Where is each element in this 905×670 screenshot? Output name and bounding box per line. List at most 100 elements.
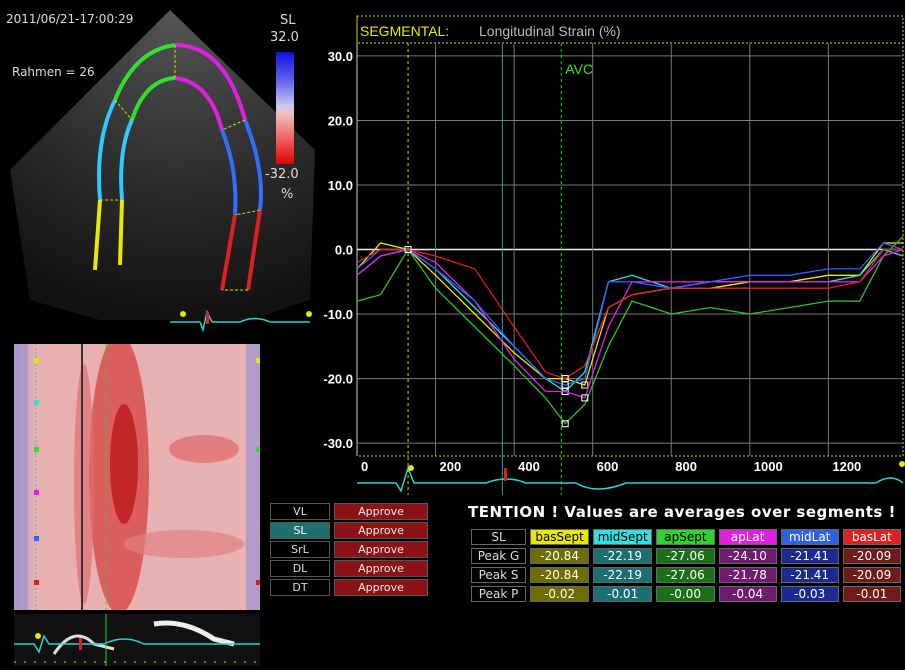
- series-line-basLat: [356, 248, 903, 380]
- attention-message: TENTION ! Values are averages over segme…: [468, 503, 896, 521]
- peak-marker-basLat[interactable]: [561, 375, 569, 383]
- ecg-trace: [357, 465, 904, 493]
- approve-button[interactable]: Approve: [334, 522, 428, 539]
- x-tick-label: 1000: [754, 459, 783, 474]
- table-cell: -0.04: [718, 586, 777, 602]
- x-tick-label: 600: [597, 459, 619, 474]
- avc-label: AVC: [565, 61, 593, 77]
- series-line-apSept: [356, 236, 904, 425]
- plot-title: Longitudinal Strain (%): [479, 23, 621, 39]
- tag-row-dt: DT Approve: [270, 579, 430, 596]
- column-header: midLat: [780, 529, 839, 545]
- series-line-midLat: [356, 242, 904, 386]
- scale-unit: %: [281, 187, 294, 202]
- column-header: midSept: [593, 529, 653, 545]
- scale-label: SL: [280, 13, 296, 28]
- approve-button[interactable]: Approve: [334, 503, 428, 520]
- tag-label[interactable]: DT: [270, 579, 330, 596]
- table-cell: -20.09: [842, 548, 901, 564]
- table-cell: -22.19: [593, 548, 653, 564]
- approve-button[interactable]: Approve: [334, 579, 428, 596]
- tag-label[interactable]: SL: [270, 522, 330, 539]
- table-cell: -21.41: [780, 567, 839, 583]
- column-header: apLat: [718, 529, 777, 545]
- table-cell: -0.02: [530, 586, 590, 602]
- segmental-strain-plot[interactable]: SEGMENTAL: Longitudinal Strain (%) AVC 3…: [316, 13, 905, 503]
- tag-label[interactable]: SrL: [270, 541, 330, 558]
- strain-chart: SEGMENTAL: Longitudinal Strain (%) AVC 3…: [323, 15, 905, 503]
- table-cell: -0.01: [842, 586, 901, 602]
- peak-marker-apSept[interactable]: [561, 420, 569, 428]
- start-point-marker[interactable]: [404, 246, 412, 253]
- x-tick-label: 400: [518, 459, 540, 474]
- x-tick-label: 1200: [832, 459, 861, 474]
- table-cell: -27.06: [656, 567, 715, 583]
- peak-values-table: SL basSept midSept apSept apLat midLat b…: [467, 526, 905, 605]
- ecg-marker[interactable]: [899, 461, 905, 467]
- plot-title-prefix: SEGMENTAL:: [360, 23, 449, 39]
- tag-row-dl: DL Approve: [270, 560, 430, 577]
- table-cell: -20.84: [530, 567, 590, 583]
- table-cell: -24.10: [718, 548, 777, 564]
- segment-apSept: [113, 43, 176, 101]
- approve-button[interactable]: Approve: [334, 541, 428, 558]
- table-header-row: SL basSept midSept apSept apLat midLat b…: [471, 529, 901, 545]
- y-tick-label: 0.0: [335, 243, 353, 258]
- segment-basLat: [246, 209, 262, 291]
- y-tick-label: -30.0: [323, 436, 353, 451]
- table-cell: -20.09: [842, 567, 901, 583]
- x-tick-label: 0: [361, 459, 368, 474]
- row-label: Peak P: [471, 586, 527, 602]
- acquisition-timestamp: 2011/06/21-17:00:29: [6, 12, 134, 26]
- peak-marker-apLat[interactable]: [581, 394, 589, 402]
- x-tick-label: 200: [440, 459, 462, 474]
- series-line-apLat: [356, 248, 904, 399]
- table-row: Peak S -20.84 -22.19 -27.06 -21.78 -21.4…: [471, 567, 901, 583]
- frame-number: Rahmen = 26: [12, 65, 95, 79]
- color-scale-bar: [276, 52, 294, 164]
- tag-row-sl: SL Approve: [270, 522, 430, 539]
- x-tick-label: 800: [675, 459, 697, 474]
- scale-min: -32.0: [265, 167, 299, 182]
- mmode-echo-image: [14, 614, 260, 666]
- table-cell: -21.78: [718, 567, 777, 583]
- column-header: basLat: [842, 529, 901, 545]
- table-row: Peak P -0.02 -0.01 -0.00 -0.04 -0.03 -0.…: [471, 586, 901, 602]
- table-row: Peak G -20.84 -22.19 -27.06 -24.10 -21.4…: [471, 548, 901, 564]
- y-tick-label: -10.0: [323, 307, 353, 322]
- table-corner: SL: [471, 529, 527, 545]
- table-cell: -22.19: [593, 567, 653, 583]
- y-tick-label: 30.0: [328, 49, 353, 64]
- segment-apLat: [174, 43, 247, 121]
- tag-row-vl: VL Approve: [270, 503, 430, 520]
- row-label: Peak S: [471, 567, 527, 583]
- table-cell: -0.01: [593, 586, 653, 602]
- row-label: Peak G: [471, 548, 527, 564]
- approve-button[interactable]: Approve: [334, 560, 428, 577]
- y-tick-label: 10.0: [328, 178, 353, 193]
- segment-midLat: [243, 119, 263, 211]
- ecg-marker[interactable]: [408, 465, 414, 471]
- table-cell: -20.84: [530, 548, 590, 564]
- peak-marker-basSept[interactable]: [581, 381, 589, 389]
- table-cell: -21.41: [780, 548, 839, 564]
- tag-label[interactable]: VL: [270, 503, 330, 520]
- mmode-ecg-strip[interactable]: [14, 614, 260, 666]
- tag-row-srl: SrL Approve: [270, 541, 430, 558]
- strain-mmode-map[interactable]: [14, 334, 260, 614]
- column-header: apSept: [656, 529, 715, 545]
- tag-label[interactable]: DL: [270, 560, 330, 577]
- scale-max: 32.0: [270, 30, 299, 45]
- ecg-rwave-marker[interactable]: [504, 468, 507, 481]
- column-header: basSept: [530, 529, 590, 545]
- y-tick-label: -20.0: [323, 372, 353, 387]
- strain-map-image: [14, 334, 260, 614]
- echo-image-panel[interactable]: [0, 0, 315, 336]
- segment-basSept: [93, 199, 102, 271]
- table-cell: -27.06: [656, 548, 715, 564]
- echo-image: [10, 10, 315, 333]
- table-cell: -0.03: [780, 586, 839, 602]
- segment-midSept: [97, 99, 117, 201]
- table-cell: -0.00: [656, 586, 715, 602]
- y-tick-label: 20.0: [328, 113, 353, 128]
